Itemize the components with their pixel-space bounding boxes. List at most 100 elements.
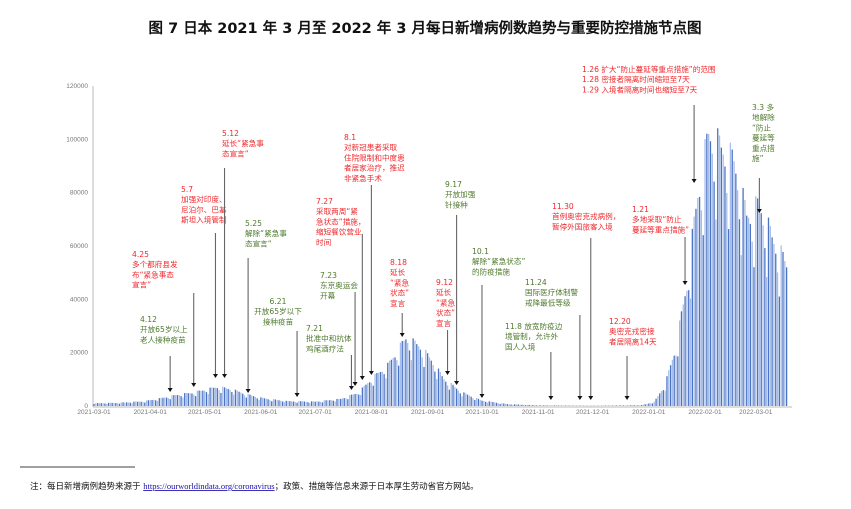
daily-case-bar — [303, 401, 306, 406]
daily-case-bar — [223, 387, 226, 406]
source-link[interactable]: https://ourworldindata.org/coronavirus — [143, 481, 274, 491]
annotation-2021-07-23: 7.23 东京奥运会开幕 — [320, 271, 358, 386]
daily-case-bar — [691, 228, 693, 406]
daily-case-bar — [365, 384, 367, 406]
annotation-2022-03-03: 3.3 多地解除“防止蔓延等重点措施” — [752, 102, 775, 213]
daily-case-bar — [115, 403, 117, 406]
daily-case-bar — [541, 405, 543, 406]
daily-case-bar — [254, 397, 257, 406]
daily-case-bar — [280, 400, 282, 406]
daily-case-bar — [671, 359, 674, 406]
daily-case-bar — [269, 400, 271, 406]
annotation-line: 9.17 — [445, 180, 462, 189]
arrowhead-icon — [445, 371, 451, 375]
arrowhead-icon — [368, 371, 374, 375]
daily-case-bar — [682, 304, 684, 406]
daily-case-bar — [233, 394, 235, 406]
daily-case-bar — [459, 393, 461, 406]
daily-case-bar — [517, 404, 519, 406]
daily-case-bar — [332, 400, 335, 406]
daily-case-bar — [651, 403, 654, 406]
annotation-line: 4.12 — [140, 315, 157, 324]
daily-case-bar — [231, 392, 233, 406]
annotation-label: 7.27 采取两周“紧急状态”措施，缩短餐饮营业时间 — [316, 197, 366, 247]
daily-case-bar — [706, 133, 708, 406]
daily-case-bar — [751, 241, 753, 406]
annotation-label: 11.24 国际医疗体制警戒降最低等级 — [525, 278, 579, 307]
annotation-line: 戒降最低等级 — [525, 297, 571, 307]
daily-case-bar — [361, 387, 364, 406]
annotation-line: “紧急 — [390, 277, 410, 287]
daily-case-bar — [494, 402, 496, 406]
daily-case-bar — [220, 392, 222, 406]
daily-case-bar — [731, 149, 733, 407]
daily-case-bar — [98, 403, 101, 406]
daily-case-bar — [368, 382, 371, 406]
annotation-line: 斯坦入境管制 — [181, 215, 227, 225]
annotation-line: 6.21 — [270, 297, 287, 306]
daily-case-bar — [426, 353, 429, 406]
daily-case-bar — [466, 394, 469, 406]
daily-case-bar — [309, 402, 311, 406]
daily-case-bar — [432, 365, 434, 406]
daily-case-bar — [310, 401, 313, 406]
daily-case-bar — [510, 404, 512, 406]
daily-case-bar — [363, 385, 365, 406]
daily-case-bar — [399, 342, 402, 406]
annotation-2021-10-01: 10.1 解除“紧急状态”的防疫措施 — [472, 247, 525, 398]
daily-case-bar — [267, 399, 269, 406]
daily-case-bar — [126, 402, 128, 406]
daily-case-bar — [316, 401, 318, 406]
daily-case-bar — [111, 402, 113, 406]
annotation-line: 5.7 — [181, 185, 193, 194]
annotation-line: 7.27 — [316, 197, 333, 206]
daily-case-bar — [129, 402, 131, 406]
annotation-label: 7.23 东京奥运会开幕 — [320, 271, 358, 300]
daily-case-bar — [194, 396, 197, 406]
annotation-line: 蔓延等 — [752, 133, 775, 143]
daily-case-bar — [314, 401, 316, 406]
daily-case-bar — [456, 388, 458, 406]
daily-case-bar — [753, 267, 755, 406]
daily-case-bar — [200, 390, 202, 406]
y-tick-label: 120000 — [66, 83, 88, 90]
annotation-label: 4.12 开放65岁以上老人接种疫苗 — [140, 315, 188, 344]
daily-case-bar — [443, 379, 445, 406]
arrowhead-icon — [691, 179, 697, 183]
arrowhead-icon — [222, 374, 228, 378]
daily-case-bar — [173, 395, 175, 406]
daily-case-bar — [276, 399, 278, 406]
daily-case-bar — [688, 290, 690, 406]
daily-case-bar — [666, 376, 668, 406]
daily-case-bar — [387, 362, 389, 406]
daily-case-bar — [483, 401, 485, 406]
daily-case-bar — [640, 405, 643, 406]
daily-case-bar — [127, 402, 130, 406]
daily-case-bar — [430, 360, 432, 406]
x-tick-label: 2021-05-01 — [188, 409, 222, 416]
daily-case-bar — [436, 379, 438, 406]
daily-case-bar — [760, 213, 762, 406]
daily-case-bar — [644, 404, 646, 406]
annotation-label: 1.26 扩大“防止蔓延等重点措施”的范围 1.28 密接者隔离时间缩短至7天 1.… — [582, 64, 716, 94]
daily-case-bar — [258, 399, 260, 406]
daily-case-bar — [283, 402, 286, 406]
annotation-label: 3.3 多地解除“防止蔓延等重点措施” — [752, 102, 775, 163]
daily-case-bar — [260, 397, 262, 406]
daily-case-bar — [408, 350, 411, 406]
daily-case-bar — [660, 391, 663, 406]
annotation-line: 8.18 — [390, 258, 407, 267]
annotation-2021-05-07: 5.7 加强对印度、尼泊尔、巴基斯坦入境管制 — [181, 185, 227, 378]
daily-case-bar — [149, 400, 151, 406]
arrowhead-icon — [245, 389, 251, 393]
daily-case-bar — [678, 320, 681, 406]
daily-case-bar — [312, 401, 315, 406]
daily-case-bar — [245, 397, 247, 406]
daily-case-bar — [207, 394, 209, 406]
annotation-line: 暂停外国旅客入境 — [552, 221, 613, 231]
annotation-line: 7.23 — [320, 271, 337, 280]
daily-case-bar — [552, 405, 554, 406]
annotation-2021-11-30: 11.30 首例奥密克戎病例，暂停外国旅客入境 — [552, 202, 620, 400]
daily-case-bar — [622, 405, 625, 406]
